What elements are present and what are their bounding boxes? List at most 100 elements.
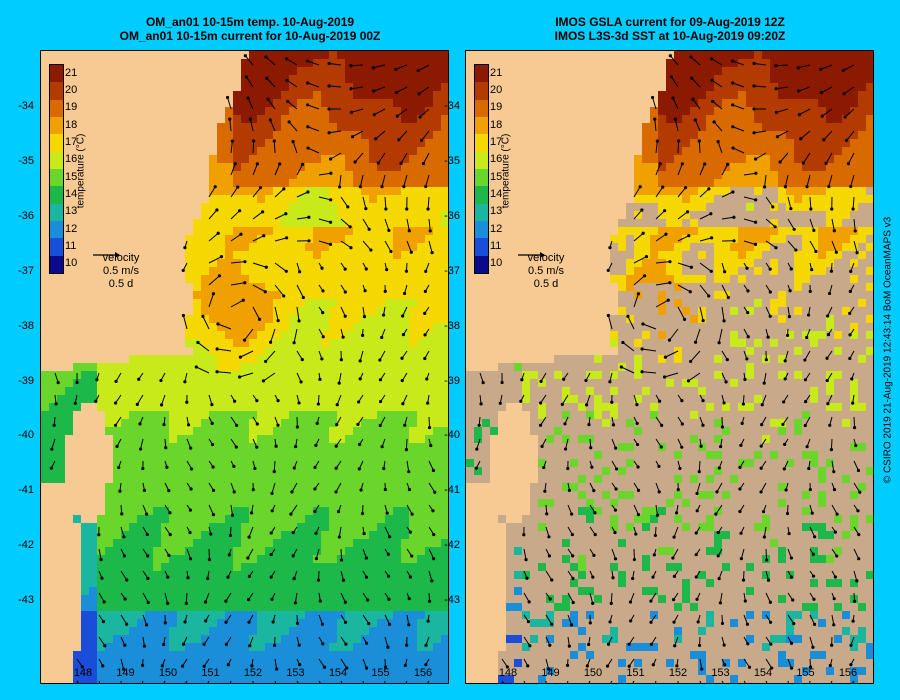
map-cell [233,307,242,316]
map-cell [161,131,170,140]
map-cell [145,475,154,484]
map-cell [281,131,290,140]
map-cell [425,235,434,244]
map-cell [161,507,170,516]
map-cell [257,643,266,652]
map-cell [369,363,378,372]
current-vector-head [372,89,376,93]
map-cell [377,115,386,124]
map-cell [257,667,266,676]
map-cell [337,195,346,204]
map-cell [137,427,146,436]
map-cell [49,355,58,364]
map-cell [393,147,402,156]
map-cell [225,411,234,420]
map-cell [409,315,418,324]
right-sst-map[interactable] [466,51,873,683]
map-cell [153,491,162,500]
map-cell [89,147,98,156]
map-cell [209,283,218,292]
map-cell [329,331,338,340]
map-cell [57,483,66,492]
map-cell [361,515,370,524]
map-cell [129,659,138,668]
left-temperature-map[interactable] [41,51,448,683]
map-cell [273,611,282,620]
map-cell [241,483,250,492]
map-cell [65,403,74,412]
map-cell [433,363,442,372]
map-cell [417,667,426,676]
map-cell [337,499,346,508]
map-cell [209,123,218,132]
current-vector-head [407,597,411,601]
current-vector-head [189,446,193,450]
map-cell [417,499,426,508]
map-cell [233,403,242,412]
right-map-panel[interactable]: temperature (°C) velocity 0.5 m/s 0.5 d … [465,50,874,684]
map-cell [153,651,162,660]
map-cell [241,523,250,532]
map-cell [217,379,226,388]
map-cell [337,115,346,124]
map-cell [193,75,202,84]
map-cell [417,163,426,172]
map-cell [417,435,426,444]
map-cell [265,211,274,220]
map-cell [145,347,154,356]
map-cell [281,67,290,76]
map-cell [265,59,274,68]
map-cell [209,115,218,124]
map-cell [177,475,186,484]
map-cell [113,427,122,436]
map-cell [169,499,178,508]
map-cell [361,131,370,140]
map-cell [377,635,386,644]
current-vector [208,394,213,405]
map-cell [209,219,218,228]
map-cell [233,67,242,76]
map-cell [698,51,707,60]
left-map-panel[interactable]: temperature (°C) velocity 0.5 m/s 0.5 d … [40,50,449,684]
map-cell [153,227,162,236]
current-vector-head [315,421,319,426]
map-cell [233,227,242,236]
map-cell [113,587,122,596]
map-cell [401,459,410,468]
map-cell [369,115,378,124]
current-vector-head [364,575,369,579]
map-cell [273,451,282,460]
current-vector-head [349,246,353,250]
map-cell [313,187,322,196]
map-cell [65,611,74,620]
map-cell [129,603,138,612]
map-cell [385,211,394,220]
map-cell [177,155,186,164]
map-cell [233,251,242,260]
map-cell [417,307,426,316]
map-cell [361,603,370,612]
current-vector-head [211,465,215,469]
map-cell [81,539,90,548]
map-cell [409,563,418,572]
map-cell [770,59,779,68]
map-cell [425,563,434,572]
map-cell [345,115,354,124]
map-cell [57,555,66,564]
map-cell [121,339,130,348]
current-vector [230,261,245,264]
map-cell [690,51,699,60]
map-cell [41,259,50,268]
map-cell [353,347,362,356]
map-cell [113,523,122,532]
map-cell [618,59,627,68]
map-cell [49,483,58,492]
map-cell [209,315,218,324]
map-cell [369,467,378,476]
map-cell [137,131,146,140]
map-cell [57,291,66,300]
current-vector-head [168,533,172,537]
map-cell [441,563,448,572]
map-cell [209,371,218,380]
map-cell [73,539,82,548]
